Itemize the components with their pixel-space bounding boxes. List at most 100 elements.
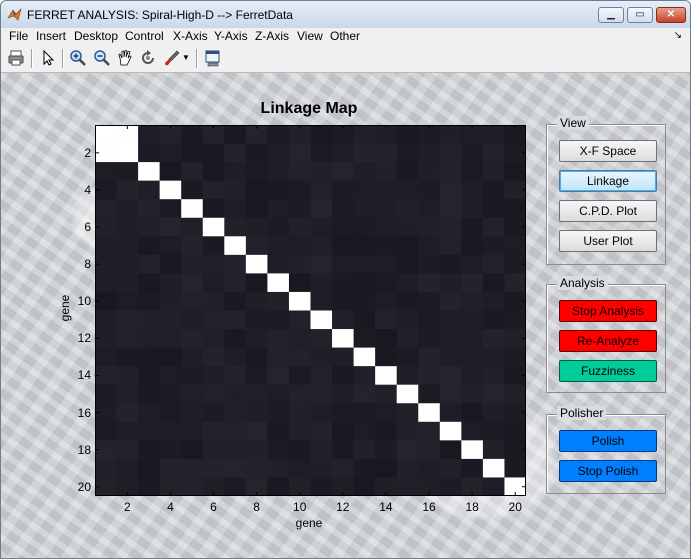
heatmap-cell bbox=[159, 217, 182, 237]
heatmap-cell bbox=[224, 403, 247, 423]
heatmap-cell bbox=[224, 217, 247, 237]
menu-y-axis[interactable]: Y-Axis bbox=[214, 29, 248, 43]
heatmap-cell bbox=[439, 384, 462, 404]
heatmap-cell bbox=[159, 366, 182, 385]
zoom-in-icon[interactable] bbox=[69, 49, 87, 67]
heatmap-cell bbox=[95, 347, 117, 367]
heatmap-cell bbox=[288, 421, 311, 441]
xf-space-button[interactable]: X-F Space bbox=[559, 140, 657, 162]
fuzziness-button[interactable]: Fuzziness bbox=[559, 360, 657, 382]
link-plot-icon[interactable] bbox=[204, 49, 222, 67]
heatmap-cell bbox=[245, 217, 268, 237]
minimize-button[interactable]: ▁ bbox=[598, 7, 624, 23]
pointer-icon[interactable] bbox=[39, 49, 57, 67]
rotate-icon[interactable] bbox=[139, 49, 157, 67]
heatmap-cell bbox=[202, 217, 225, 237]
heatmap-cell bbox=[439, 310, 462, 330]
heatmap-cell bbox=[353, 125, 376, 144]
heatmap-cell bbox=[310, 421, 333, 441]
heatmap-cell bbox=[267, 477, 290, 496]
heatmap-cell bbox=[159, 143, 182, 163]
print-icon[interactable] bbox=[7, 49, 25, 67]
polish-button[interactable]: Polish bbox=[559, 430, 657, 452]
heatmap-cell bbox=[202, 125, 225, 144]
heatmap-cell bbox=[439, 236, 462, 256]
heatmap-cell bbox=[288, 273, 311, 293]
linkage-button[interactable]: Linkage bbox=[559, 170, 657, 192]
heatmap-cell bbox=[375, 199, 397, 219]
stop-analysis-button[interactable]: Stop Analysis bbox=[559, 300, 657, 322]
heatmap-cell bbox=[181, 291, 204, 311]
heatmap-cell bbox=[288, 217, 311, 237]
heatmap-cell bbox=[375, 273, 397, 293]
heatmap-cell bbox=[396, 347, 419, 367]
heatmap-cell bbox=[310, 366, 333, 385]
heatmap-cell bbox=[245, 347, 268, 367]
menu-control[interactable]: Control bbox=[125, 29, 164, 43]
menu-other[interactable]: Other bbox=[330, 29, 361, 43]
stop-polish-button[interactable]: Stop Polish bbox=[559, 460, 657, 482]
menu-z-axis[interactable]: Z-Axis bbox=[255, 29, 289, 43]
heatmap-cell bbox=[202, 384, 225, 404]
x-tick-label: 6 bbox=[210, 500, 217, 514]
menu-x-axis[interactable]: X-Axis bbox=[173, 29, 208, 43]
heatmap-cell bbox=[138, 403, 160, 423]
heatmap-cell bbox=[138, 273, 160, 293]
menu-insert[interactable]: Insert bbox=[36, 29, 67, 43]
cpd-plot-button[interactable]: C.P.D. Plot bbox=[559, 200, 657, 222]
maximize-button[interactable]: ▭ bbox=[627, 7, 653, 23]
heatmap-cell bbox=[310, 273, 333, 293]
heatmap-cell bbox=[181, 162, 204, 181]
heatmap-cell bbox=[396, 143, 419, 163]
heatmap-cell bbox=[461, 180, 484, 200]
heatmap-cell bbox=[353, 366, 376, 385]
heatmap-cell bbox=[116, 180, 139, 200]
heatmap-cell bbox=[375, 329, 397, 348]
heatmap-cell bbox=[138, 366, 160, 385]
heatmap-cell bbox=[159, 180, 182, 200]
heatmap-cell bbox=[310, 236, 333, 256]
heatmap-cell bbox=[138, 291, 160, 311]
heatmap-cell bbox=[310, 162, 333, 181]
heatmap-cell bbox=[353, 273, 376, 293]
heatmap-cell bbox=[138, 199, 160, 219]
heatmap-cell bbox=[418, 403, 441, 423]
title-bar[interactable]: FERRET ANALYSIS: Spiral-High-D --> Ferre… bbox=[1, 1, 690, 28]
heatmap-cell bbox=[245, 458, 268, 478]
heatmap-cell bbox=[375, 421, 397, 441]
heatmap-cell bbox=[159, 162, 182, 181]
heatmap-cell bbox=[159, 347, 182, 367]
heatmap-cell bbox=[245, 310, 268, 330]
heatmap-cell bbox=[95, 291, 117, 311]
heatmap-cell bbox=[245, 403, 268, 423]
heatmap-cell bbox=[482, 180, 505, 200]
heatmap-cell bbox=[332, 273, 354, 293]
menu-desktop[interactable]: Desktop bbox=[74, 29, 119, 43]
heatmap-cell bbox=[159, 125, 182, 144]
x-tick-label: 10 bbox=[293, 500, 307, 514]
menu-view[interactable]: View bbox=[297, 29, 323, 43]
y-tick-label: 6 bbox=[84, 220, 91, 235]
brush-dropdown-icon[interactable]: ▼ bbox=[182, 53, 190, 62]
heatmap-cell bbox=[439, 273, 462, 293]
zoom-out-icon[interactable] bbox=[93, 49, 111, 67]
pan-hand-icon[interactable] bbox=[116, 49, 134, 67]
heatmap-cell bbox=[396, 273, 419, 293]
data-brush-icon[interactable] bbox=[163, 49, 181, 67]
heatmap-cell bbox=[159, 291, 182, 311]
heatmap-cell bbox=[418, 162, 441, 181]
heatmap-cell bbox=[396, 310, 419, 330]
user-plot-button[interactable]: User Plot bbox=[559, 230, 657, 252]
heatmap-cell bbox=[482, 458, 505, 478]
heatmap-cell bbox=[288, 403, 311, 423]
heatmap-cell bbox=[332, 403, 354, 423]
heatmap-cell bbox=[353, 143, 376, 163]
heatmap-cell bbox=[310, 125, 333, 144]
linkage-heatmap[interactable] bbox=[95, 125, 526, 496]
menu-overflow-icon[interactable]: ↘ bbox=[673, 30, 682, 41]
re-analyze-button[interactable]: Re-Analyze bbox=[559, 330, 657, 352]
heatmap-cell bbox=[181, 236, 204, 256]
close-button[interactable]: ✕ bbox=[656, 7, 686, 23]
menu-file[interactable]: File bbox=[9, 29, 29, 43]
heatmap-cell bbox=[418, 199, 441, 219]
